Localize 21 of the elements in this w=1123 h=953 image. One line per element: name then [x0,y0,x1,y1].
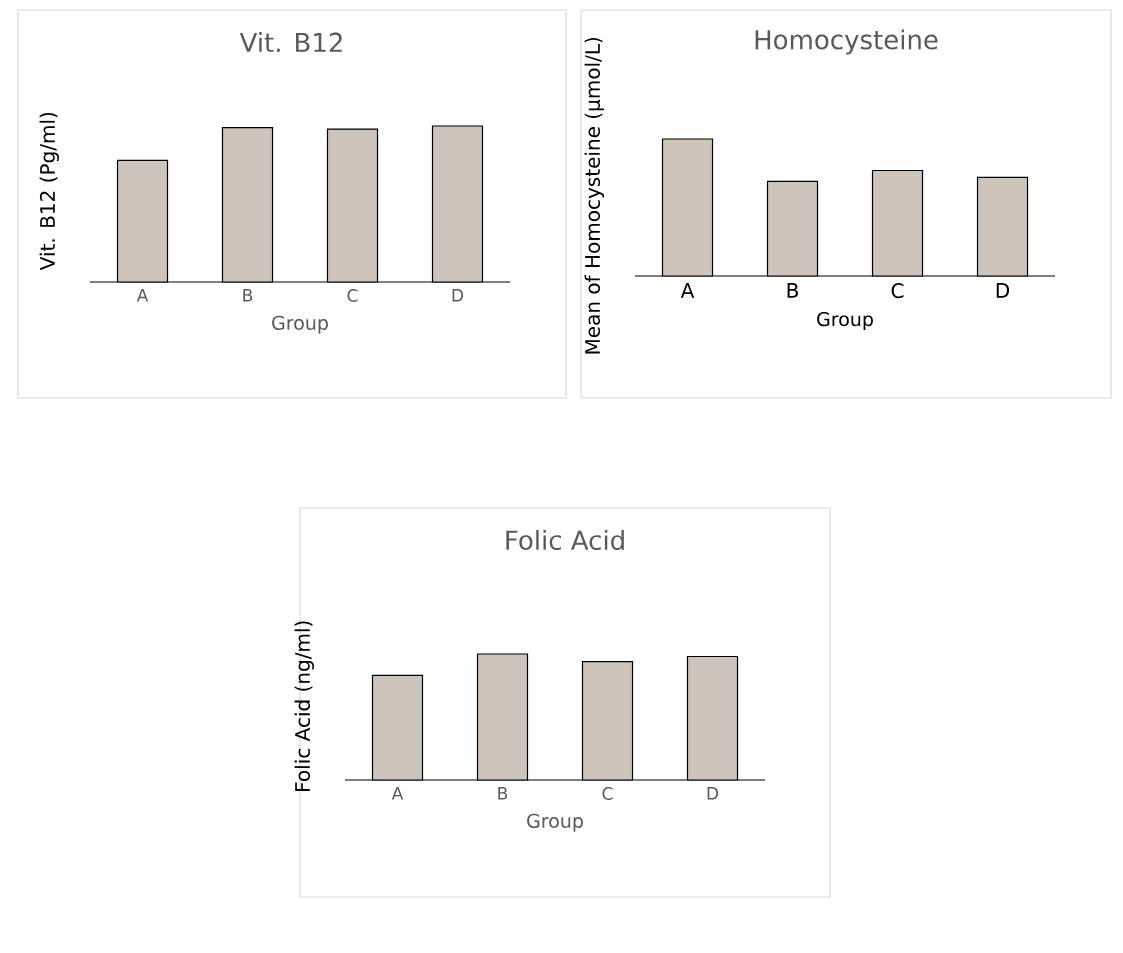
y-axis-title: Mean of Homocysteine (µmol/L) [584,37,604,354]
x-tick-label: D [707,787,719,800]
x-tick-label: B [787,283,798,298]
x-tick-label: B [243,289,253,302]
chart-title: Folic Acid [506,529,624,551]
x-tick-label: B [498,787,508,800]
chart-title: Vit. B12 [239,32,342,52]
x-tick-label: D [996,283,1010,298]
x-axis-title: Group [817,311,873,330]
chart-title: Homocysteine [755,29,938,55]
x-axis-title: Group [272,315,328,334]
x-tick-label: C [347,289,358,302]
x-tick-label: A [391,787,404,800]
x-tick-label: C [602,787,613,800]
x-tick-label: C [891,283,904,299]
x-tick-label: D [452,289,464,302]
x-tick-label: A [136,289,149,302]
x-axis-title: Group [527,813,583,832]
x-tick-label: A [680,283,695,298]
y-axis-title: Vit. B12 (Pg/ml) [39,112,59,271]
y-axis-title: Folic Acid (ng/ml) [294,621,314,791]
